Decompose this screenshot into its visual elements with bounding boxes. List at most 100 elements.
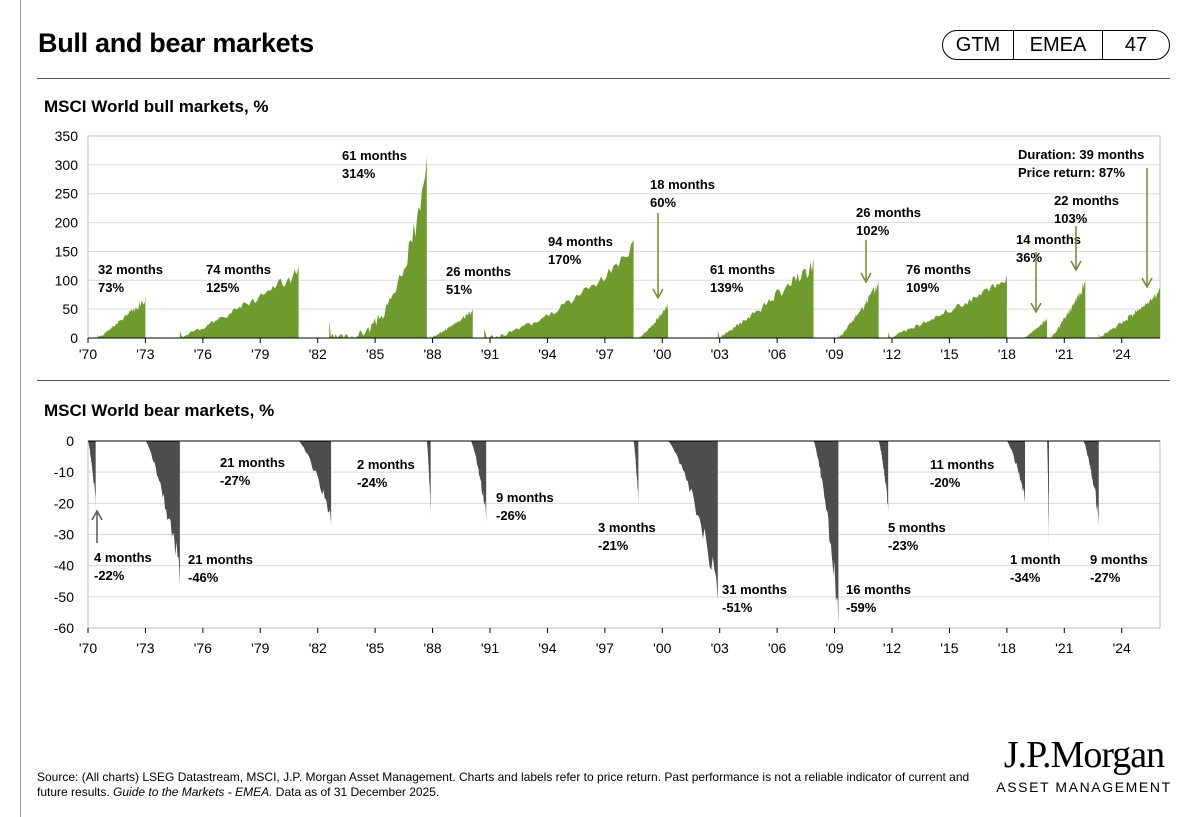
bear-y-tick-label: 0 xyxy=(66,433,74,449)
bear-market-area xyxy=(633,441,639,507)
page-title: Bull and bear markets xyxy=(38,28,314,58)
bull-x-tick-label: '88 xyxy=(423,346,441,362)
bull-arrow-head xyxy=(652,288,664,300)
bear-market-area xyxy=(426,441,431,516)
bear-y-tick-label: -30 xyxy=(54,527,74,543)
bull-duration-label: 61 months xyxy=(342,148,407,163)
bear-duration-label: 4 months xyxy=(94,550,152,565)
bull-x-tick-label: '73 xyxy=(136,346,154,362)
bear-x-tick-label: '85 xyxy=(366,640,384,656)
bear-x-tick-label: '21 xyxy=(1055,640,1073,656)
bull-duration-label: 76 months xyxy=(906,262,971,277)
bull-market-area xyxy=(179,265,299,338)
bull-return-label: 109% xyxy=(906,280,940,295)
bear-return-label: -23% xyxy=(888,538,919,553)
bull-y-tick-label: 0 xyxy=(70,330,78,346)
bull-return-label: 51% xyxy=(446,282,472,297)
bear-market-area xyxy=(298,441,332,526)
bear-y-tick-label: -60 xyxy=(54,620,74,636)
bear-y-tick-label: -40 xyxy=(54,558,74,574)
bull-x-tick-label: '91 xyxy=(481,346,499,362)
bear-x-tick-label: '79 xyxy=(251,640,269,656)
bear-duration-label: 3 months xyxy=(598,520,656,535)
bull-x-tick-label: '12 xyxy=(883,346,901,362)
bear-market-area xyxy=(813,441,839,625)
bull-x-tick-label: '00 xyxy=(653,346,671,362)
bear-return-label: -21% xyxy=(598,538,629,553)
bull-duration-label: 18 months xyxy=(650,177,715,192)
bear-return-label: -27% xyxy=(220,473,251,488)
bear-y-tick-label: -10 xyxy=(54,464,74,480)
bull-market-area xyxy=(717,257,814,338)
logo-name: J.P.Morgan xyxy=(1003,734,1165,776)
chart-divider xyxy=(37,380,1170,381)
bull-x-tick-label: '97 xyxy=(596,346,614,362)
bull-market-area xyxy=(1098,287,1160,338)
bear-return-label: -20% xyxy=(930,475,961,490)
bull-x-tick-label: '15 xyxy=(940,346,958,362)
as-of-date: Data as of 31 December 2025. xyxy=(275,785,440,799)
bull-duration-label: 61 months xyxy=(710,262,775,277)
bear-market-chart: 0 -10 -20 -30 -40 -50 -60 '70 '73 '76 '79 '82 '85 '88… xyxy=(54,433,1161,656)
bear-y-tick-label: -50 xyxy=(54,589,74,605)
bear-market-area xyxy=(1083,441,1099,526)
bull-return-label: 170% xyxy=(548,252,582,267)
bear-market-area xyxy=(470,441,487,522)
bull-x-tick-label: '85 xyxy=(366,346,384,362)
bull-x-tick-label: '79 xyxy=(251,346,269,362)
bull-duration-label: 94 months xyxy=(548,234,613,249)
bear-market-area xyxy=(1047,441,1049,547)
bear-x-tick-label: '94 xyxy=(538,640,556,656)
bear-x-tick-label: '06 xyxy=(768,640,786,656)
bull-market-area xyxy=(329,156,427,338)
bull-duration-label: 26 months xyxy=(856,205,921,220)
bear-x-tick-label: '15 xyxy=(940,640,958,656)
bear-market-area xyxy=(88,441,96,510)
bear-x-tick-label: '00 xyxy=(653,640,671,656)
bear-market-area xyxy=(878,441,889,513)
bear-x-tick-label: '76 xyxy=(194,640,212,656)
bear-duration-label: 9 months xyxy=(1090,552,1148,567)
badge-page-number: 47 xyxy=(1124,33,1148,56)
bull-return-label: 314% xyxy=(342,166,376,181)
bull-return-label: 102% xyxy=(856,223,890,238)
bull-x-tick-label: '70 xyxy=(79,346,97,362)
bull-duration-label: Duration: 39 months xyxy=(1018,147,1144,162)
logo-subtitle: ASSET MANAGEMENT xyxy=(996,779,1172,795)
bull-return-label: 125% xyxy=(206,280,240,295)
bear-x-tick-label: '03 xyxy=(711,640,729,656)
bull-market-area xyxy=(430,308,473,338)
source-footnote: Source: (All charts) LSEG Datastream, MS… xyxy=(37,770,987,800)
bull-return-label: 139% xyxy=(710,280,744,295)
bear-y-tick-label: -20 xyxy=(54,495,74,511)
bull-y-tick-label: 150 xyxy=(55,243,79,259)
bull-duration-label: 26 months xyxy=(446,264,511,279)
bear-return-label: -22% xyxy=(94,568,125,583)
bull-return-label: 103% xyxy=(1054,211,1088,226)
bear-duration-label: 2 months xyxy=(357,457,415,472)
bear-x-tick-label: '88 xyxy=(423,640,441,656)
bull-market-area xyxy=(97,295,146,338)
bull-x-tick-label: '21 xyxy=(1055,346,1073,362)
bear-duration-label: 21 months xyxy=(188,552,253,567)
bull-arrow-head xyxy=(1030,302,1042,314)
bull-duration-label: 32 months xyxy=(98,262,163,277)
bull-arrow-head xyxy=(1070,260,1082,272)
bear-x-tick-label: '97 xyxy=(596,640,614,656)
bear-return-label: -27% xyxy=(1090,570,1121,585)
jpmorgan-logo: J.P.Morgan ASSET MANAGEMENT xyxy=(995,735,1173,795)
bear-duration-label: 5 months xyxy=(888,520,946,535)
bear-duration-label: 11 months xyxy=(930,457,994,472)
bull-chart-title: MSCI World bull markets, % xyxy=(44,97,269,116)
bear-duration-label: 16 months xyxy=(846,582,911,597)
bear-market-area xyxy=(145,441,180,585)
bull-market-area xyxy=(484,239,634,338)
bull-market-area xyxy=(639,303,669,338)
badge-gtm: GTM xyxy=(955,33,1001,56)
bear-return-label: -51% xyxy=(722,600,753,615)
bear-duration-label: 21 months xyxy=(220,455,285,470)
bear-x-tick-label: '09 xyxy=(825,640,843,656)
bull-x-tick-label: '94 xyxy=(538,346,556,362)
bull-x-tick-label: '03 xyxy=(711,346,729,362)
bear-x-tick-label: '24 xyxy=(1113,640,1131,656)
